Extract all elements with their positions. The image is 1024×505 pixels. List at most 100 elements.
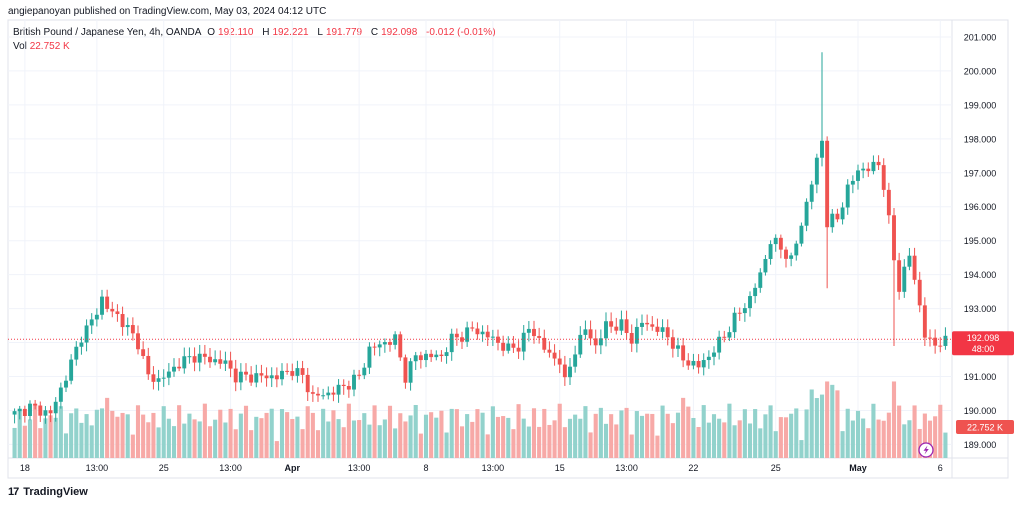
time-tick-label: 13:00 [482, 463, 505, 473]
candle-body [598, 338, 603, 346]
volume-bar [778, 417, 783, 458]
volume-bar [825, 381, 830, 458]
candle-body [614, 326, 619, 331]
volume-bar [573, 414, 578, 458]
volume-bar [418, 433, 423, 458]
tradingview-brand[interactable]: 17 TradingView [8, 486, 88, 498]
candle-body [866, 168, 871, 172]
volume-bar [94, 409, 99, 458]
volume-bar [927, 420, 933, 458]
volume-bar [79, 422, 84, 458]
volume-bar [891, 381, 897, 458]
volume-bar [758, 428, 763, 458]
volume-bar [624, 407, 629, 458]
candle-body [886, 189, 891, 216]
candle-body [768, 244, 773, 259]
volume-bar [228, 408, 233, 458]
candle-body [125, 325, 130, 328]
volume-bar [290, 419, 295, 458]
candle-body [336, 384, 341, 395]
candle-body [346, 386, 351, 390]
candle-body [429, 353, 434, 358]
volume-bar [706, 422, 711, 458]
volume-bar [197, 421, 202, 458]
volume-bar [38, 428, 43, 458]
candle-body [208, 356, 212, 363]
candle-body [763, 258, 768, 273]
candle-body [645, 322, 650, 325]
candle-body [290, 371, 295, 376]
volume-bar [583, 406, 588, 458]
volume-value-text: 22.752 K [967, 423, 1003, 433]
candle-body [372, 346, 377, 348]
candle-body [799, 225, 804, 244]
candle-body [408, 361, 413, 383]
volume-bar [58, 406, 63, 458]
close-value: 192.098 [381, 27, 418, 38]
candle-body [187, 356, 192, 358]
volume-bar [794, 408, 799, 458]
candle-body [141, 349, 146, 356]
high-label: H [262, 27, 270, 38]
candle-body [496, 336, 500, 343]
candle-body [506, 343, 511, 351]
volume-bar [105, 397, 110, 458]
price-tick-label: 198.000 [964, 134, 997, 144]
symbol-title[interactable]: British Pound / Japanese Yen, 4h, OANDA [13, 27, 202, 38]
volume-bar [233, 429, 238, 458]
vol-label[interactable]: Vol [13, 41, 27, 52]
volume-bar [434, 417, 439, 458]
volume-bar [542, 408, 547, 458]
candle-body [249, 374, 254, 383]
low-label: L [317, 27, 323, 38]
volume-bar [171, 426, 177, 458]
candle-body [588, 329, 593, 339]
volume-bar [367, 424, 372, 458]
volume-bar [912, 405, 917, 458]
volume-bar [660, 405, 665, 458]
candle-body [557, 358, 562, 365]
candle-body [722, 336, 727, 338]
candle-body [182, 356, 187, 369]
candle-body [228, 360, 233, 369]
volume-bar [531, 408, 537, 458]
volume-bar [557, 403, 562, 458]
volume-bar [362, 413, 367, 458]
volume-bar [254, 416, 259, 458]
candle-body [58, 387, 63, 402]
volume-bar [506, 417, 511, 458]
volume-bar [902, 424, 907, 458]
candle-body [490, 336, 495, 338]
candle-body [254, 373, 259, 383]
volume-bar [33, 403, 38, 458]
candle-body [526, 328, 531, 333]
volume-bar [89, 425, 94, 458]
volume-bar [753, 409, 758, 458]
candle-body [902, 266, 907, 292]
candle-body [120, 314, 125, 328]
candle-body [830, 213, 835, 228]
volume-bar [310, 412, 315, 458]
candle-body [244, 371, 248, 375]
volume-bar [48, 415, 53, 458]
volume-bar [413, 404, 418, 458]
candle-body [840, 207, 845, 220]
volume-bar [177, 405, 182, 458]
volume-bar [809, 389, 814, 458]
tradingview-logo-icon: 17 [8, 486, 19, 498]
volume-bar [470, 421, 475, 458]
candle-body [686, 360, 691, 366]
candle-body [223, 360, 228, 364]
candle-body [110, 308, 115, 312]
candle-body [820, 140, 824, 158]
volume-bar [305, 406, 310, 458]
volume-bar [213, 419, 218, 458]
candle-body [33, 403, 38, 406]
candle-body [146, 355, 151, 375]
volume-bar [521, 418, 526, 458]
volume-bar [130, 434, 135, 458]
volume-bar [398, 413, 403, 458]
volume-bar [300, 429, 305, 458]
time-tick-label: 13:00 [219, 463, 242, 473]
